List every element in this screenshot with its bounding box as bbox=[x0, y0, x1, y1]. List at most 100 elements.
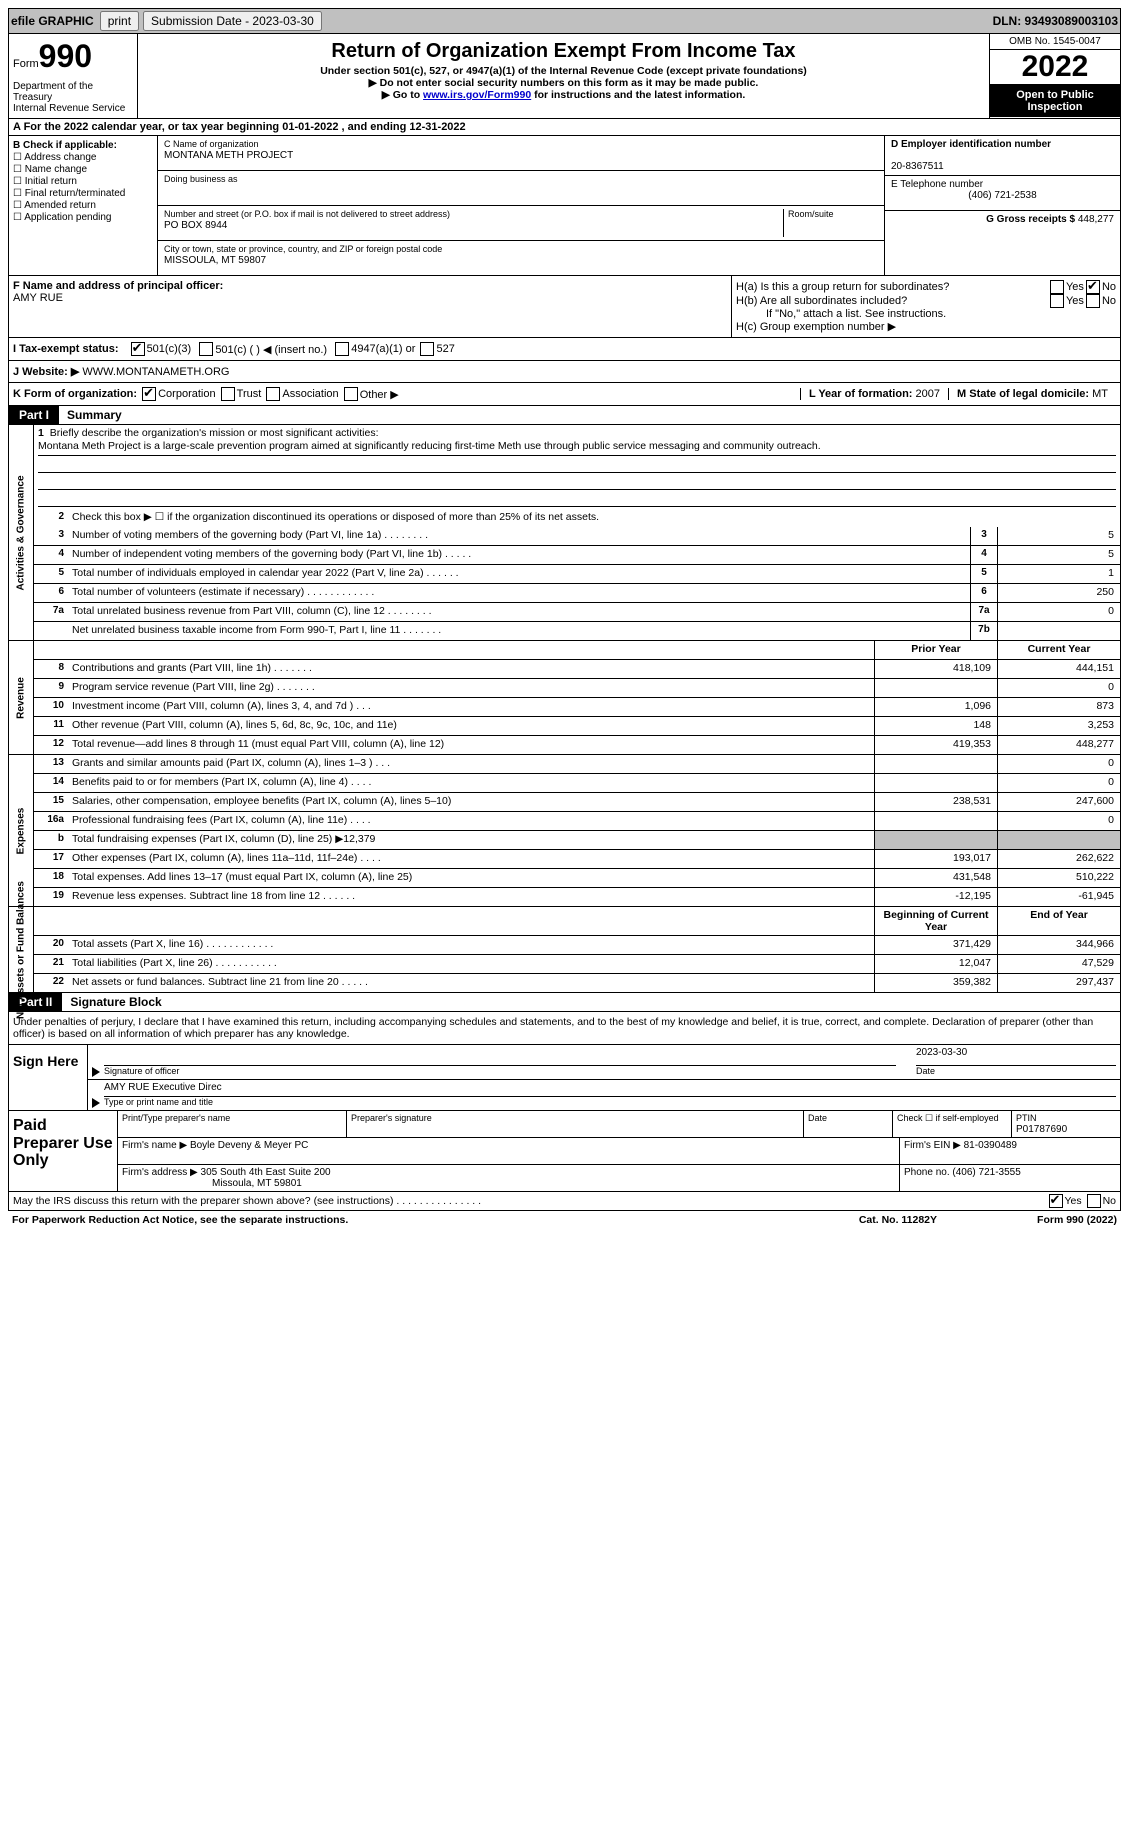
chk-address-change[interactable]: ☐ Address change bbox=[13, 152, 153, 163]
row-website: J Website: ▶ WWW.MONTANAMETH.ORG bbox=[8, 361, 1121, 383]
dln-label: DLN: 93493089003103 bbox=[993, 14, 1118, 28]
org-name: MONTANA METH PROJECT bbox=[164, 150, 293, 161]
ein-value: 20-8367511 bbox=[891, 161, 944, 172]
block-bcde: B Check if applicable: ☐ Address change … bbox=[8, 136, 1121, 276]
gov-section: Activities & Governance 1 Briefly descri… bbox=[8, 425, 1121, 641]
ptin-value: P01787690 bbox=[1016, 1124, 1067, 1135]
officer-print-name: AMY RUE Executive Direc bbox=[104, 1082, 1116, 1097]
current-year-head: Current Year bbox=[997, 641, 1120, 659]
self-emp-label[interactable]: Check ☐ if self-employed bbox=[897, 1113, 999, 1123]
prep-sig-label: Preparer's signature bbox=[351, 1113, 432, 1123]
print-name-label: Type or print name and title bbox=[104, 1097, 213, 1107]
side-gov: Activities & Governance bbox=[9, 425, 34, 640]
summary-row: 6Total number of volunteers (estimate if… bbox=[34, 584, 1120, 603]
prior-year-head: Prior Year bbox=[874, 641, 997, 659]
row-tax-status: I Tax-exempt status: 501(c)(3) 501(c) ( … bbox=[8, 338, 1121, 361]
summary-row: 14Benefits paid to or for members (Part … bbox=[34, 774, 1120, 793]
summary-row: 17Other expenses (Part IX, column (A), l… bbox=[34, 850, 1120, 869]
omb-cell: OMB No. 1545-0047 2022 Open to Public In… bbox=[990, 34, 1120, 118]
hb-yes[interactable] bbox=[1050, 294, 1064, 308]
chk-4947[interactable] bbox=[335, 342, 349, 356]
phone-value: (406) 721-2538 bbox=[891, 190, 1114, 201]
part1-tab: Part I bbox=[9, 406, 59, 424]
firm-ein: 81-0390489 bbox=[964, 1140, 1017, 1151]
org-city: MISSOULA, MT 59807 bbox=[164, 255, 266, 266]
chk-527[interactable] bbox=[420, 342, 434, 356]
summary-row: 10Investment income (Part VIII, column (… bbox=[34, 698, 1120, 717]
ein-label: D Employer identification number bbox=[891, 139, 1051, 150]
gross-value: 448,277 bbox=[1078, 214, 1114, 225]
ha-yes[interactable] bbox=[1050, 280, 1064, 294]
col-b: B Check if applicable: ☐ Address change … bbox=[9, 136, 158, 275]
sign-block: Sign Here Signature of officer 2023-03-3… bbox=[8, 1045, 1121, 1111]
discuss-text: May the IRS discuss this return with the… bbox=[13, 1195, 1047, 1207]
chk-final-return[interactable]: ☐ Final return/terminated bbox=[13, 188, 153, 199]
hb-note: If "No," attach a list. See instructions… bbox=[736, 308, 1116, 320]
submission-button[interactable]: Submission Date - 2023-03-30 bbox=[143, 11, 322, 31]
chk-corp[interactable] bbox=[142, 387, 156, 401]
side-net: Net Assets or Fund Balances bbox=[9, 907, 34, 992]
firm-phone: (406) 721-3555 bbox=[952, 1167, 1020, 1178]
triangle-icon bbox=[92, 1067, 100, 1077]
summary-row: 5Total number of individuals employed in… bbox=[34, 565, 1120, 584]
ptin-label: PTIN bbox=[1016, 1113, 1037, 1123]
begin-year-head: Beginning of Current Year bbox=[874, 907, 997, 935]
chk-application[interactable]: ☐ Application pending bbox=[13, 212, 153, 223]
cat-no: Cat. No. 11282Y bbox=[859, 1214, 937, 1226]
website-value: WWW.MONTANAMETH.ORG bbox=[82, 366, 229, 378]
side-rev: Revenue bbox=[9, 641, 34, 754]
tax-status-label: I Tax-exempt status: bbox=[13, 343, 119, 355]
chk-501c3[interactable] bbox=[131, 342, 145, 356]
print-button[interactable]: print bbox=[100, 11, 139, 31]
firm-ein-label: Firm's EIN ▶ bbox=[904, 1140, 961, 1151]
gross-label: G Gross receipts $ bbox=[986, 214, 1075, 225]
hb-label: H(b) Are all subordinates included? bbox=[736, 295, 1048, 307]
tax-year: 2022 bbox=[990, 50, 1120, 85]
org-name-label: C Name of organization bbox=[164, 139, 259, 149]
triangle-icon bbox=[92, 1098, 100, 1108]
summary-row: 22Net assets or fund balances. Subtract … bbox=[34, 974, 1120, 992]
summary-row: 3Number of voting members of the governi… bbox=[34, 527, 1120, 546]
firm-addr-label: Firm's address ▶ bbox=[122, 1167, 198, 1178]
summary-row: 12Total revenue—add lines 8 through 11 (… bbox=[34, 736, 1120, 754]
officer-name: AMY RUE bbox=[13, 292, 63, 304]
part1-header: Part I Summary bbox=[8, 406, 1121, 425]
sub3-post: for instructions and the latest informat… bbox=[531, 89, 745, 101]
sub3-pre: ▶ Go to bbox=[382, 89, 423, 101]
title-cell: Return of Organization Exempt From Incom… bbox=[138, 34, 990, 118]
row-k: K Form of organization: Corporation Trus… bbox=[8, 383, 1121, 406]
end-year-head: End of Year bbox=[997, 907, 1120, 935]
mission-text: Montana Meth Project is a large-scale pr… bbox=[38, 439, 1116, 456]
omb-number: OMB No. 1545-0047 bbox=[990, 34, 1120, 50]
chk-501c[interactable] bbox=[199, 342, 213, 356]
footer-final: For Paperwork Reduction Act Notice, see … bbox=[8, 1211, 1121, 1229]
summary-row: Net unrelated business taxable income fr… bbox=[34, 622, 1120, 640]
chk-name-change[interactable]: ☐ Name change bbox=[13, 164, 153, 175]
irs-link[interactable]: www.irs.gov/Form990 bbox=[423, 89, 531, 101]
col-b-head: B Check if applicable: bbox=[13, 140, 117, 151]
exp-section: Expenses 13Grants and similar amounts pa… bbox=[8, 755, 1121, 907]
col-c: C Name of organization MONTANA METH PROJ… bbox=[158, 136, 885, 275]
addr-label: Number and street (or P.O. box if mail i… bbox=[164, 209, 450, 219]
top-bar: efile GRAPHIC print Submission Date - 20… bbox=[8, 8, 1121, 34]
chk-assoc[interactable] bbox=[266, 387, 280, 401]
discuss-yes[interactable] bbox=[1049, 1194, 1063, 1208]
discuss-no[interactable] bbox=[1087, 1194, 1101, 1208]
chk-other[interactable] bbox=[344, 387, 358, 401]
subtitle-1: Under section 501(c), 527, or 4947(a)(1)… bbox=[142, 65, 985, 77]
website-label: J Website: ▶ bbox=[13, 365, 79, 378]
form-footer: Form 990 (2022) bbox=[1037, 1214, 1117, 1226]
ha-no[interactable] bbox=[1086, 280, 1100, 294]
sign-here-label: Sign Here bbox=[9, 1045, 88, 1110]
summary-row: 11Other revenue (Part VIII, column (A), … bbox=[34, 717, 1120, 736]
phone-label: E Telephone number bbox=[891, 179, 983, 190]
chk-trust[interactable] bbox=[221, 387, 235, 401]
hb-no[interactable] bbox=[1086, 294, 1100, 308]
prep-date-label: Date bbox=[808, 1113, 827, 1123]
row-a: A For the 2022 calendar year, or tax yea… bbox=[8, 119, 1121, 136]
summary-row: 9Program service revenue (Part VIII, lin… bbox=[34, 679, 1120, 698]
city-label: City or town, state or province, country… bbox=[164, 244, 442, 254]
chk-amended[interactable]: ☐ Amended return bbox=[13, 200, 153, 211]
firm-city: Missoula, MT 59801 bbox=[212, 1178, 302, 1189]
chk-initial-return[interactable]: ☐ Initial return bbox=[13, 176, 153, 187]
